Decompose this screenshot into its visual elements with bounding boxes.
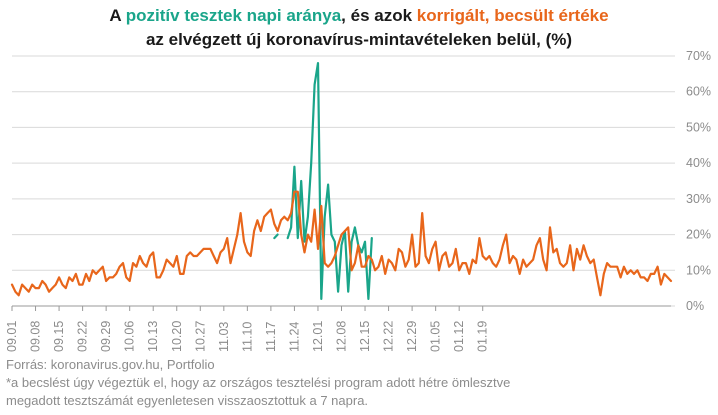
x-tick-label: 12.08 <box>335 321 349 352</box>
x-tick-label: 09.29 <box>99 321 113 352</box>
x-tick-label: 11.10 <box>240 322 254 352</box>
x-tick-label: 10.27 <box>193 321 207 352</box>
x-tick-label: 01.19 <box>476 321 490 352</box>
x-tick-label: 12.15 <box>358 321 372 352</box>
chart-title: A pozitív tesztek napi aránya, és azok k… <box>0 4 718 52</box>
positive-rate-line <box>286 61 373 300</box>
x-tick-label: 09.22 <box>76 321 90 352</box>
x-tick-label: 09.15 <box>52 321 66 352</box>
x-tick-label: 11.17 <box>264 322 278 352</box>
x-tick-label: 01.12 <box>452 321 466 352</box>
y-tick-label: 60% <box>686 85 711 99</box>
x-tick-label: 09.01 <box>5 321 19 352</box>
y-tick-label: 0% <box>686 299 704 313</box>
title-part2: , és azok <box>341 6 417 25</box>
gridlines <box>12 55 675 307</box>
y-tick-label: 10% <box>686 263 711 277</box>
x-tick-label: 12.01 <box>311 321 325 352</box>
x-tick-label: 01.05 <box>429 321 443 352</box>
y-tick-label: 20% <box>686 228 711 242</box>
title-line2: az elvégzett új koronavírus-mintavételek… <box>145 30 573 49</box>
title-corrected-label: korrigált, becsült értéke <box>416 6 609 25</box>
positive-rate-line <box>273 233 279 240</box>
y-tick-label: 70% <box>686 49 711 63</box>
x-tick-label: 11.24 <box>287 322 301 352</box>
y-tick-label: 30% <box>686 192 711 206</box>
x-tick-label: 10.20 <box>170 321 184 352</box>
footnote: *a becslést úgy végeztük el, hogy az ors… <box>6 375 511 408</box>
x-tick-label: 12.29 <box>405 321 419 352</box>
y-tick-label: 40% <box>686 156 711 170</box>
x-tick-label: 09.08 <box>29 321 43 352</box>
x-axis: 09.01 09.08 09.15 09.22 09.29 10.06 10.13 10.20… <box>5 305 671 352</box>
x-tick-label: 12.22 <box>382 321 396 352</box>
title-part1: A <box>109 6 126 25</box>
y-axis: 0% 10% 20% 30% 40% 50% 60% 70% <box>686 49 711 313</box>
y-tick-label: 50% <box>686 120 711 134</box>
series-lines <box>10 61 673 300</box>
x-tick-label: 10.06 <box>123 321 137 352</box>
source-note: Forrás: koronavirus.gov.hu, Portfolio <box>6 357 215 372</box>
x-tick-label: 10.13 <box>146 321 160 352</box>
corrected-rate-line <box>10 190 673 297</box>
title-positive-label: pozitív tesztek napi aránya <box>125 6 342 25</box>
x-tick-label: 11.03 <box>217 322 231 352</box>
